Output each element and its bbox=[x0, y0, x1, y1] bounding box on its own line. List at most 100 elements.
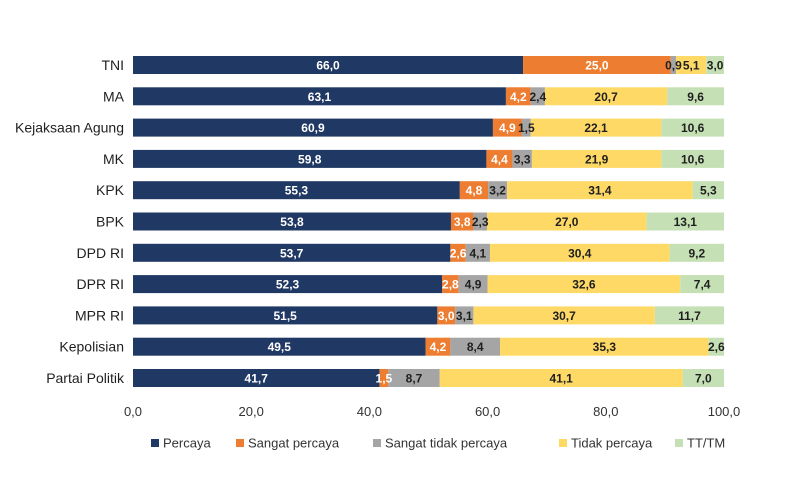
value-label-sangat-tidak-percaya-ma: 2,4 bbox=[529, 90, 546, 104]
value-label-tidak-percaya-dpd-ri: 30,4 bbox=[568, 246, 592, 260]
legend-item-tt-tm: TT/TM bbox=[675, 436, 725, 451]
category-label-ma: MA bbox=[103, 88, 125, 104]
value-label-tidak-percaya-kpk: 31,4 bbox=[588, 184, 612, 198]
bar-tt-tm-ma bbox=[667, 87, 724, 106]
value-label-tt-tm-kepolisian: 2,6 bbox=[708, 340, 725, 354]
category-label-mpr-ri: MPR RI bbox=[75, 307, 124, 323]
legend-label-sangat-tidak-percaya: Sangat tidak percaya bbox=[385, 436, 508, 451]
value-label-percaya-ma: 63,1 bbox=[308, 90, 332, 104]
bar-sangat-percaya-partai-politik bbox=[379, 369, 389, 387]
value-label-tt-tm-mpr-ri: 11,7 bbox=[678, 309, 701, 323]
value-label-tidak-percaya-tni: 5,1 bbox=[683, 59, 700, 73]
bar-tt-tm-dpr-ri bbox=[680, 275, 724, 294]
value-label-sangat-percaya-kejaksaan-agung: 4,9 bbox=[499, 121, 516, 135]
value-label-sangat-tidak-percaya-kpk: 3,2 bbox=[489, 184, 506, 198]
bar-sangat-tidak-percaya-bpk bbox=[473, 212, 488, 231]
value-label-sangat-tidak-percaya-mpr-ri: 3,1 bbox=[456, 309, 473, 323]
value-label-tidak-percaya-kejaksaan-agung: 22,1 bbox=[584, 121, 608, 135]
value-label-sangat-percaya-dpd-ri: 2,6 bbox=[450, 246, 467, 260]
bar-percaya-ma bbox=[133, 87, 506, 106]
category-label-tni: TNI bbox=[101, 57, 124, 73]
value-label-tidak-percaya-kepolisian: 35,3 bbox=[593, 340, 617, 354]
value-label-percaya-kpk: 55,3 bbox=[285, 184, 309, 198]
value-label-sangat-percaya-dpr-ri: 2,8 bbox=[442, 278, 459, 292]
legend-label-sangat-percaya: Sangat percaya bbox=[248, 436, 340, 451]
bar-tt-tm-kejaksaan-agung bbox=[661, 118, 724, 137]
legend-label-tt-tm: TT/TM bbox=[687, 436, 725, 451]
bar-sangat-percaya-bpk bbox=[450, 212, 474, 231]
bar-tt-tm-mk bbox=[661, 149, 724, 168]
bar-sangat-percaya-kepolisian bbox=[425, 337, 451, 356]
bar-percaya-bpk bbox=[133, 212, 451, 231]
value-label-sangat-percaya-mk: 4,4 bbox=[491, 152, 508, 166]
bar-tidak-percaya-mk bbox=[531, 149, 662, 168]
bar-tidak-percaya-kejaksaan-agung bbox=[530, 118, 662, 137]
x-tick-label: 20,0 bbox=[239, 404, 264, 419]
bar-tidak-percaya-mpr-ri bbox=[473, 306, 655, 325]
value-label-sangat-percaya-partai-politik: 1,5 bbox=[376, 372, 393, 386]
value-label-percaya-kepolisian: 49,5 bbox=[268, 340, 292, 354]
legend-swatch-tt-tm bbox=[675, 439, 683, 447]
value-label-sangat-tidak-percaya-kepolisian: 8,4 bbox=[467, 340, 484, 354]
bar-percaya-partai-politik bbox=[133, 369, 380, 387]
value-label-tidak-percaya-dpr-ri: 32,6 bbox=[572, 278, 596, 292]
legend-label-percaya: Percaya bbox=[163, 436, 211, 451]
bar-sangat-percaya-kpk bbox=[459, 181, 489, 200]
category-label-kpk: KPK bbox=[96, 182, 125, 198]
bar-tt-tm-kepolisian bbox=[708, 337, 724, 356]
bar-sangat-percaya-tni bbox=[523, 56, 671, 74]
value-label-sangat-tidak-percaya-dpd-ri: 4,1 bbox=[470, 246, 487, 260]
legend-item-percaya: Percaya bbox=[151, 436, 211, 451]
value-label-percaya-bpk: 53,8 bbox=[280, 215, 304, 229]
value-label-percaya-mk: 59,8 bbox=[298, 152, 322, 166]
bar-tidak-percaya-kpk bbox=[507, 181, 693, 200]
bar-sangat-percaya-kejaksaan-agung bbox=[492, 118, 522, 137]
value-label-tidak-percaya-partai-politik: 41,1 bbox=[549, 372, 573, 386]
value-label-sangat-tidak-percaya-kejaksaan-agung: 1,5 bbox=[518, 121, 535, 135]
bar-tidak-percaya-dpr-ri bbox=[487, 275, 681, 294]
bar-sangat-tidak-percaya-kepolisian bbox=[450, 337, 501, 356]
category-label-mk: MK bbox=[103, 151, 125, 167]
value-label-tt-tm-dpd-ri: 9,2 bbox=[688, 246, 705, 260]
category-label-kejaksaan-agung: Kejaksaan Agung bbox=[15, 120, 124, 136]
bar-tidak-percaya-ma bbox=[544, 87, 668, 106]
bar-sangat-tidak-percaya-kejaksaan-agung bbox=[521, 118, 531, 137]
value-label-sangat-tidak-percaya-dpr-ri: 4,9 bbox=[465, 278, 482, 292]
legend-item-sangat-tidak-percaya: Sangat tidak percaya bbox=[373, 436, 508, 451]
value-label-sangat-percaya-bpk: 3,8 bbox=[454, 215, 471, 229]
value-label-tt-tm-tni: 3,0 bbox=[707, 59, 724, 73]
bar-percaya-mpr-ri bbox=[133, 306, 438, 325]
value-label-tidak-percaya-bpk: 27,0 bbox=[555, 215, 579, 229]
x-tick-label: 40,0 bbox=[357, 404, 382, 419]
value-label-tidak-percaya-ma: 20,7 bbox=[594, 90, 618, 104]
legend-swatch-sangat-percaya bbox=[236, 439, 244, 447]
category-label-bpk: BPK bbox=[96, 214, 125, 230]
legend-item-tidak-percaya: Tidak percaya bbox=[559, 436, 653, 451]
value-label-tt-tm-mk: 10,6 bbox=[681, 152, 705, 166]
bars-layer: 66,0 25,0 0,9 5,1 3,063,1 4,2 2,4 20,7 9,660,9 4,… bbox=[133, 56, 725, 387]
value-label-tt-tm-dpr-ri: 7,4 bbox=[694, 278, 711, 292]
value-label-tt-tm-bpk: 13,1 bbox=[674, 215, 698, 229]
x-tick-label: 80,0 bbox=[593, 404, 618, 419]
bar-percaya-dpd-ri bbox=[133, 243, 451, 262]
value-label-sangat-tidak-percaya-bpk: 2,3 bbox=[472, 215, 489, 229]
value-label-sangat-percaya-kepolisian: 4,2 bbox=[430, 340, 447, 354]
value-label-tidak-percaya-mk: 21,9 bbox=[585, 152, 609, 166]
bar-sangat-tidak-percaya-dpr-ri bbox=[458, 275, 488, 294]
bar-sangat-tidak-percaya-partai-politik bbox=[388, 369, 440, 387]
bar-sangat-tidak-percaya-tni bbox=[670, 56, 677, 74]
value-axis: 0,0 20,0 40,0 60,0 80,0 100,0 bbox=[124, 404, 740, 419]
value-label-sangat-percaya-mpr-ri: 3,0 bbox=[438, 309, 455, 323]
value-label-percaya-tni: 66,0 bbox=[316, 59, 340, 73]
value-label-tt-tm-kejaksaan-agung: 10,6 bbox=[681, 121, 705, 135]
category-label-kepolisian: Kepolisian bbox=[59, 339, 124, 355]
value-label-sangat-percaya-kpk: 4,8 bbox=[466, 184, 483, 198]
category-label-dpr-ri: DPR RI bbox=[77, 276, 124, 292]
bar-tidak-percaya-partai-politik bbox=[439, 369, 683, 387]
bar-percaya-mk bbox=[133, 149, 487, 168]
bar-sangat-percaya-mpr-ri bbox=[437, 306, 456, 325]
value-label-percaya-dpd-ri: 53,7 bbox=[280, 246, 304, 260]
value-label-tt-tm-ma: 9,6 bbox=[687, 90, 704, 104]
